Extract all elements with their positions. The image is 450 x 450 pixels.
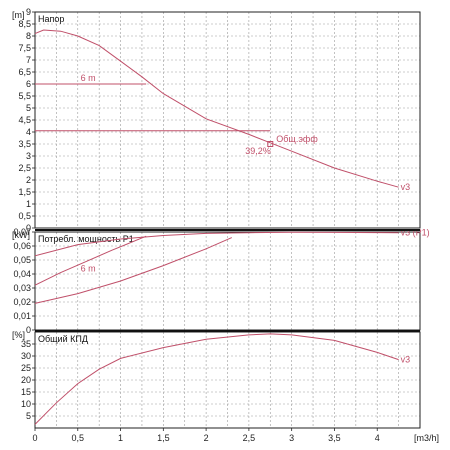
- panel-frame: [34, 11, 421, 229]
- panel-title: Напор: [38, 14, 64, 24]
- y-tick-label: 7,5: [18, 43, 31, 53]
- x-tick-label: 0,5: [72, 433, 85, 443]
- series-label: v3: [401, 355, 411, 365]
- y-tick-label: 0,01: [13, 311, 31, 321]
- y-tick-label: 0,05: [13, 255, 31, 265]
- y-tick-label: 5: [26, 411, 31, 421]
- x-axis-label: [m3/h]: [414, 433, 439, 443]
- y-unit-label: [%]: [12, 330, 25, 340]
- panel-title: Потребл. мощность P1: [38, 234, 134, 244]
- series-line: [34, 231, 399, 257]
- x-tick-label: 3,5: [328, 433, 341, 443]
- y-unit-label: [kW]: [12, 230, 30, 240]
- annotation-label: Общ.эфф: [276, 134, 318, 144]
- y-tick-label: 3,5: [18, 139, 31, 149]
- y-tick-label: 0,07: [13, 227, 31, 237]
- y-tick-label: 6,5: [18, 67, 31, 77]
- y-tick-label: 0,02: [13, 297, 31, 307]
- y-tick-label: 8,5: [18, 19, 31, 29]
- series-line: [34, 235, 147, 286]
- y-tick-label: 1: [26, 199, 31, 209]
- x-tick-label: 2,5: [243, 433, 256, 443]
- series-label: v3 (P1): [401, 228, 430, 238]
- x-tick-label: 0: [32, 433, 37, 443]
- y-tick-label: 0: [26, 325, 31, 335]
- y-tick-label: 0,5: [18, 211, 31, 221]
- y-tick-label: 8: [26, 31, 31, 41]
- y-tick-label: 0,06: [13, 241, 31, 251]
- y-unit-label: [m]: [12, 10, 25, 20]
- panel-title: Общий КПД: [38, 334, 88, 344]
- y-tick-label: 4,5: [18, 115, 31, 125]
- x-tick-label: 2: [204, 433, 209, 443]
- y-tick-label: 3: [26, 151, 31, 161]
- y-tick-label: 0,04: [13, 269, 31, 279]
- y-tick-label: 30: [21, 351, 31, 361]
- y-tick-label: 10: [21, 399, 31, 409]
- x-tick-label: 1,5: [157, 433, 170, 443]
- y-tick-label: 6: [26, 79, 31, 89]
- y-tick-label: 25: [21, 363, 31, 373]
- y-tick-label: 2: [26, 175, 31, 185]
- y-tick-label: 4: [26, 127, 31, 137]
- y-tick-label: 35: [21, 339, 31, 349]
- series-line: [34, 333, 399, 425]
- x-tick-label: 3: [289, 433, 294, 443]
- y-tick-label: 7: [26, 55, 31, 65]
- series-label: v3: [401, 182, 411, 192]
- series-line: [34, 29, 399, 188]
- x-tick-label: 4: [375, 433, 380, 443]
- series-label: 6 m: [81, 263, 96, 273]
- series-label: 6 m: [81, 73, 96, 83]
- y-tick-label: 2,5: [18, 163, 31, 173]
- y-tick-label: 0: [26, 223, 31, 233]
- y-tick-label: 9: [26, 7, 31, 17]
- y-tick-label: 0,03: [13, 283, 31, 293]
- annotation-value: 39,2%: [245, 146, 271, 156]
- y-tick-label: 20: [21, 375, 31, 385]
- series-line: [34, 237, 232, 304]
- operating-point-marker: [267, 141, 274, 147]
- x-tick-label: 1: [118, 433, 123, 443]
- y-tick-label: 15: [21, 387, 31, 397]
- y-tick-label: 5: [26, 103, 31, 113]
- y-tick-label: 1,5: [18, 187, 31, 197]
- y-tick-label: 5,5: [18, 91, 31, 101]
